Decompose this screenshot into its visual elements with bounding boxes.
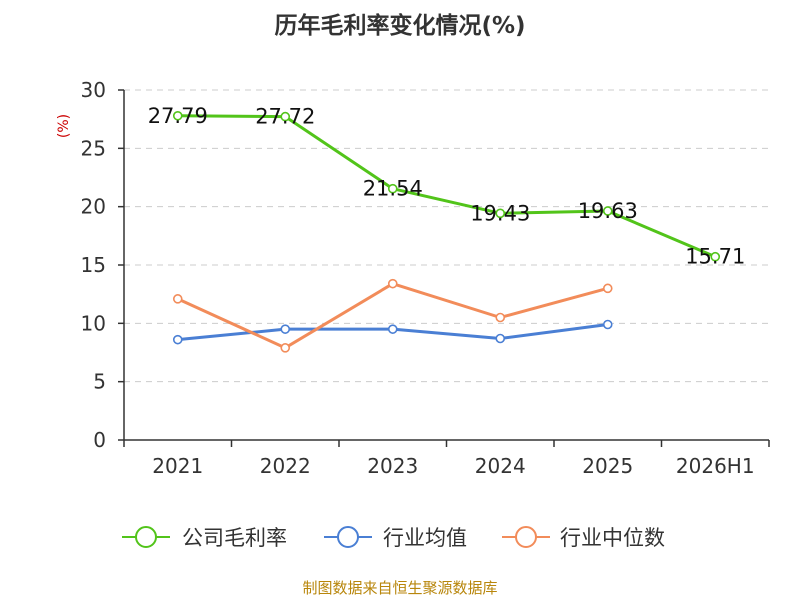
data-point (602, 206, 613, 216)
y-tick-label: 5 (93, 370, 106, 394)
x-tick-label: 2023 (367, 454, 418, 478)
data-label: 21.54 (363, 177, 423, 201)
data-point (495, 208, 506, 219)
x-tick-label: 2026H1 (676, 454, 755, 478)
y-tick-label: 0 (93, 428, 106, 452)
legend-marker (135, 526, 157, 548)
y-axis-unit-label: (%) (56, 114, 72, 138)
grid-lines (124, 89, 769, 383)
y-tick-label: 25 (81, 136, 106, 160)
data-label: 15.71 (685, 245, 745, 269)
data-point (387, 278, 398, 289)
data-point (172, 334, 183, 345)
legend-label: 公司毛利率 (182, 526, 287, 550)
y-tick-label: 30 (81, 78, 106, 102)
data-point (710, 251, 721, 262)
data-point (280, 111, 291, 122)
data-labels: 27.79 27.72 21.54 19.43 19.63 15.71 (148, 104, 746, 269)
y-tick-label: 10 (81, 311, 106, 335)
data-point (172, 294, 183, 304)
data-point (602, 319, 613, 330)
data-label: 19.63 (578, 199, 638, 223)
series-line (177, 114, 716, 259)
data-point (172, 110, 183, 121)
data-point (280, 324, 291, 334)
data-point (387, 183, 398, 194)
data-label: 27.79 (148, 104, 208, 128)
legend-label: 行业中位数 (560, 526, 665, 550)
legend-marker (337, 526, 359, 548)
data-label: 19.43 (470, 201, 530, 225)
x-tick-label: 2021 (152, 454, 203, 478)
data-point (602, 283, 613, 294)
data-point (387, 324, 398, 334)
legend-label: 行业均值 (383, 526, 467, 550)
legend-marker (515, 526, 537, 548)
series-lines (172, 110, 721, 353)
data-point (495, 312, 506, 323)
legend: 公司毛利率 行业均值 行业中位数 (122, 526, 665, 550)
chart-title: 历年毛利率变化情况(%) (274, 12, 525, 39)
y-tick-label: 20 (81, 195, 106, 219)
y-tick-label: 15 (81, 253, 106, 277)
x-tick-label: 2025 (582, 454, 633, 478)
source-note: 制图数据来自恒生聚源数据库 (302, 579, 497, 597)
data-point (280, 343, 291, 353)
data-point (495, 333, 506, 344)
series-line (177, 282, 609, 350)
data-label: 27.72 (255, 105, 315, 129)
x-tick-label: 2024 (475, 454, 526, 478)
x-tick-label: 2022 (260, 454, 311, 478)
